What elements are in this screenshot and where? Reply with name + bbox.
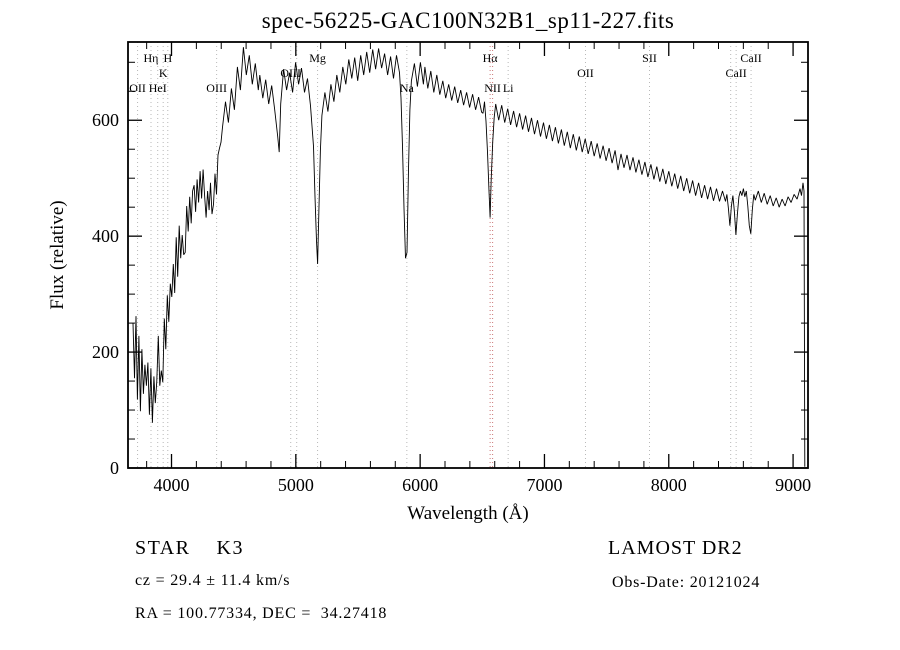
spectral-line-label: OII [577, 66, 594, 80]
x-axis-tick-label: 5000 [278, 475, 314, 495]
plot-frame [127, 41, 809, 469]
plot-title: spec-56225-GAC100N32B1_sp11-227.fits [261, 8, 675, 33]
obs-date-text: Obs-Date: 20121024 [612, 574, 761, 591]
x-axis-label: Wavelength (Å) [407, 503, 529, 524]
x-axis-tick-label: 6000 [402, 475, 438, 495]
x-axis-tick-label: 9000 [775, 475, 811, 495]
spectral-line-label: NII [484, 81, 501, 95]
spectral-line-label: Hα [483, 51, 499, 65]
spectrum-trace [132, 47, 806, 467]
y-axis-tick-label: 600 [92, 110, 119, 130]
spectral-line-label: K [159, 66, 168, 80]
x-axis-tick-label: 8000 [651, 475, 687, 495]
spectral-line-label: OIII [280, 66, 301, 80]
spectral-line-label: Mg [309, 51, 326, 65]
redshift-velocity-text: cz = 29.4 ± 11.4 km/s [135, 572, 291, 589]
spectral-line-label: SII [642, 51, 657, 65]
spectral-line-label: OIII [206, 81, 227, 95]
spectral-line-label: HeI [149, 81, 167, 95]
spectral-line-label: CaII [725, 66, 746, 80]
object-class-text: STAR K3 [135, 537, 244, 559]
y-axis-tick-label: 0 [110, 458, 119, 478]
ra-dec-text: RA = 100.77334, DEC = 34.27418 [135, 605, 388, 622]
y-axis-tick-label: 400 [92, 226, 119, 246]
spectral-line-label: Na [400, 81, 415, 95]
spectral-line-label: CaII [740, 51, 761, 65]
survey-name-text: LAMOST DR2 [608, 537, 743, 559]
x-axis-tick-label: 7000 [526, 475, 562, 495]
spectral-line-label: H [163, 51, 172, 65]
y-axis-tick-label: 200 [92, 342, 119, 362]
spectral-line-label: Hη [144, 51, 159, 65]
spectral-line-label: Li [503, 81, 514, 95]
spectral-line-label: OII [129, 81, 146, 95]
x-axis-tick-label: 4000 [154, 475, 190, 495]
